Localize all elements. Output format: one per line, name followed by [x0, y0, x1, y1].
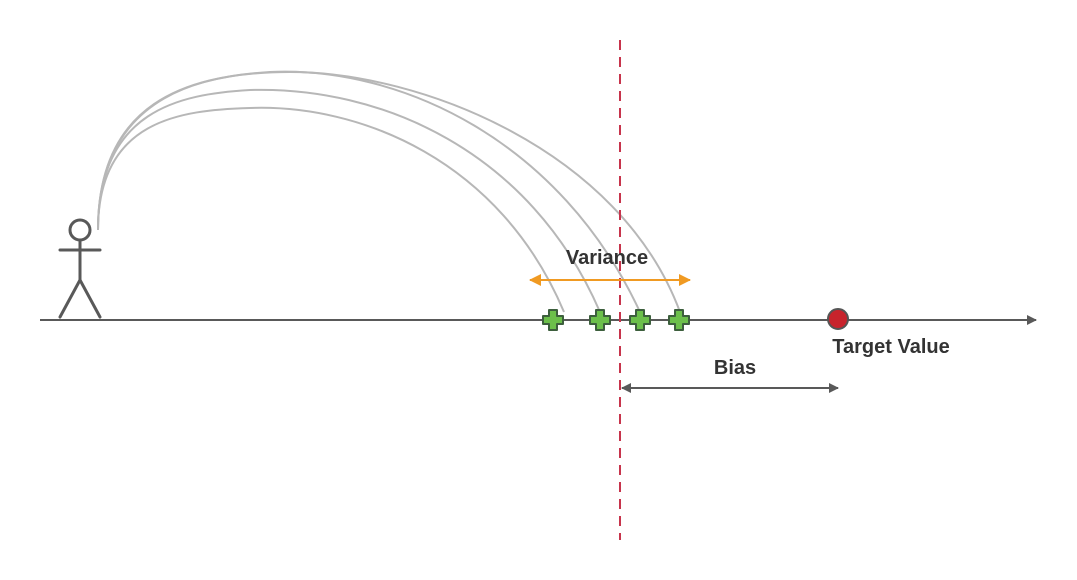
green-cross-marker-icon: [589, 309, 611, 331]
stick-figure-icon: [58, 218, 102, 319]
green-cross-marker-icon: [629, 309, 651, 331]
trajectories: [97, 70, 681, 313]
trajectory-4: [97, 70, 681, 313]
green-cross-marker-icon: [542, 309, 564, 331]
trajectory-3: [97, 70, 641, 313]
target-label: Target Value: [832, 336, 949, 358]
bias-label: Bias: [714, 357, 756, 379]
variance-label: Variance: [566, 247, 648, 269]
hit-markers: [542, 309, 690, 331]
trajectory-1: [97, 106, 565, 313]
green-cross-marker-icon: [668, 309, 690, 331]
red-dot-icon: [827, 308, 849, 330]
trajectory-2: [97, 88, 601, 313]
